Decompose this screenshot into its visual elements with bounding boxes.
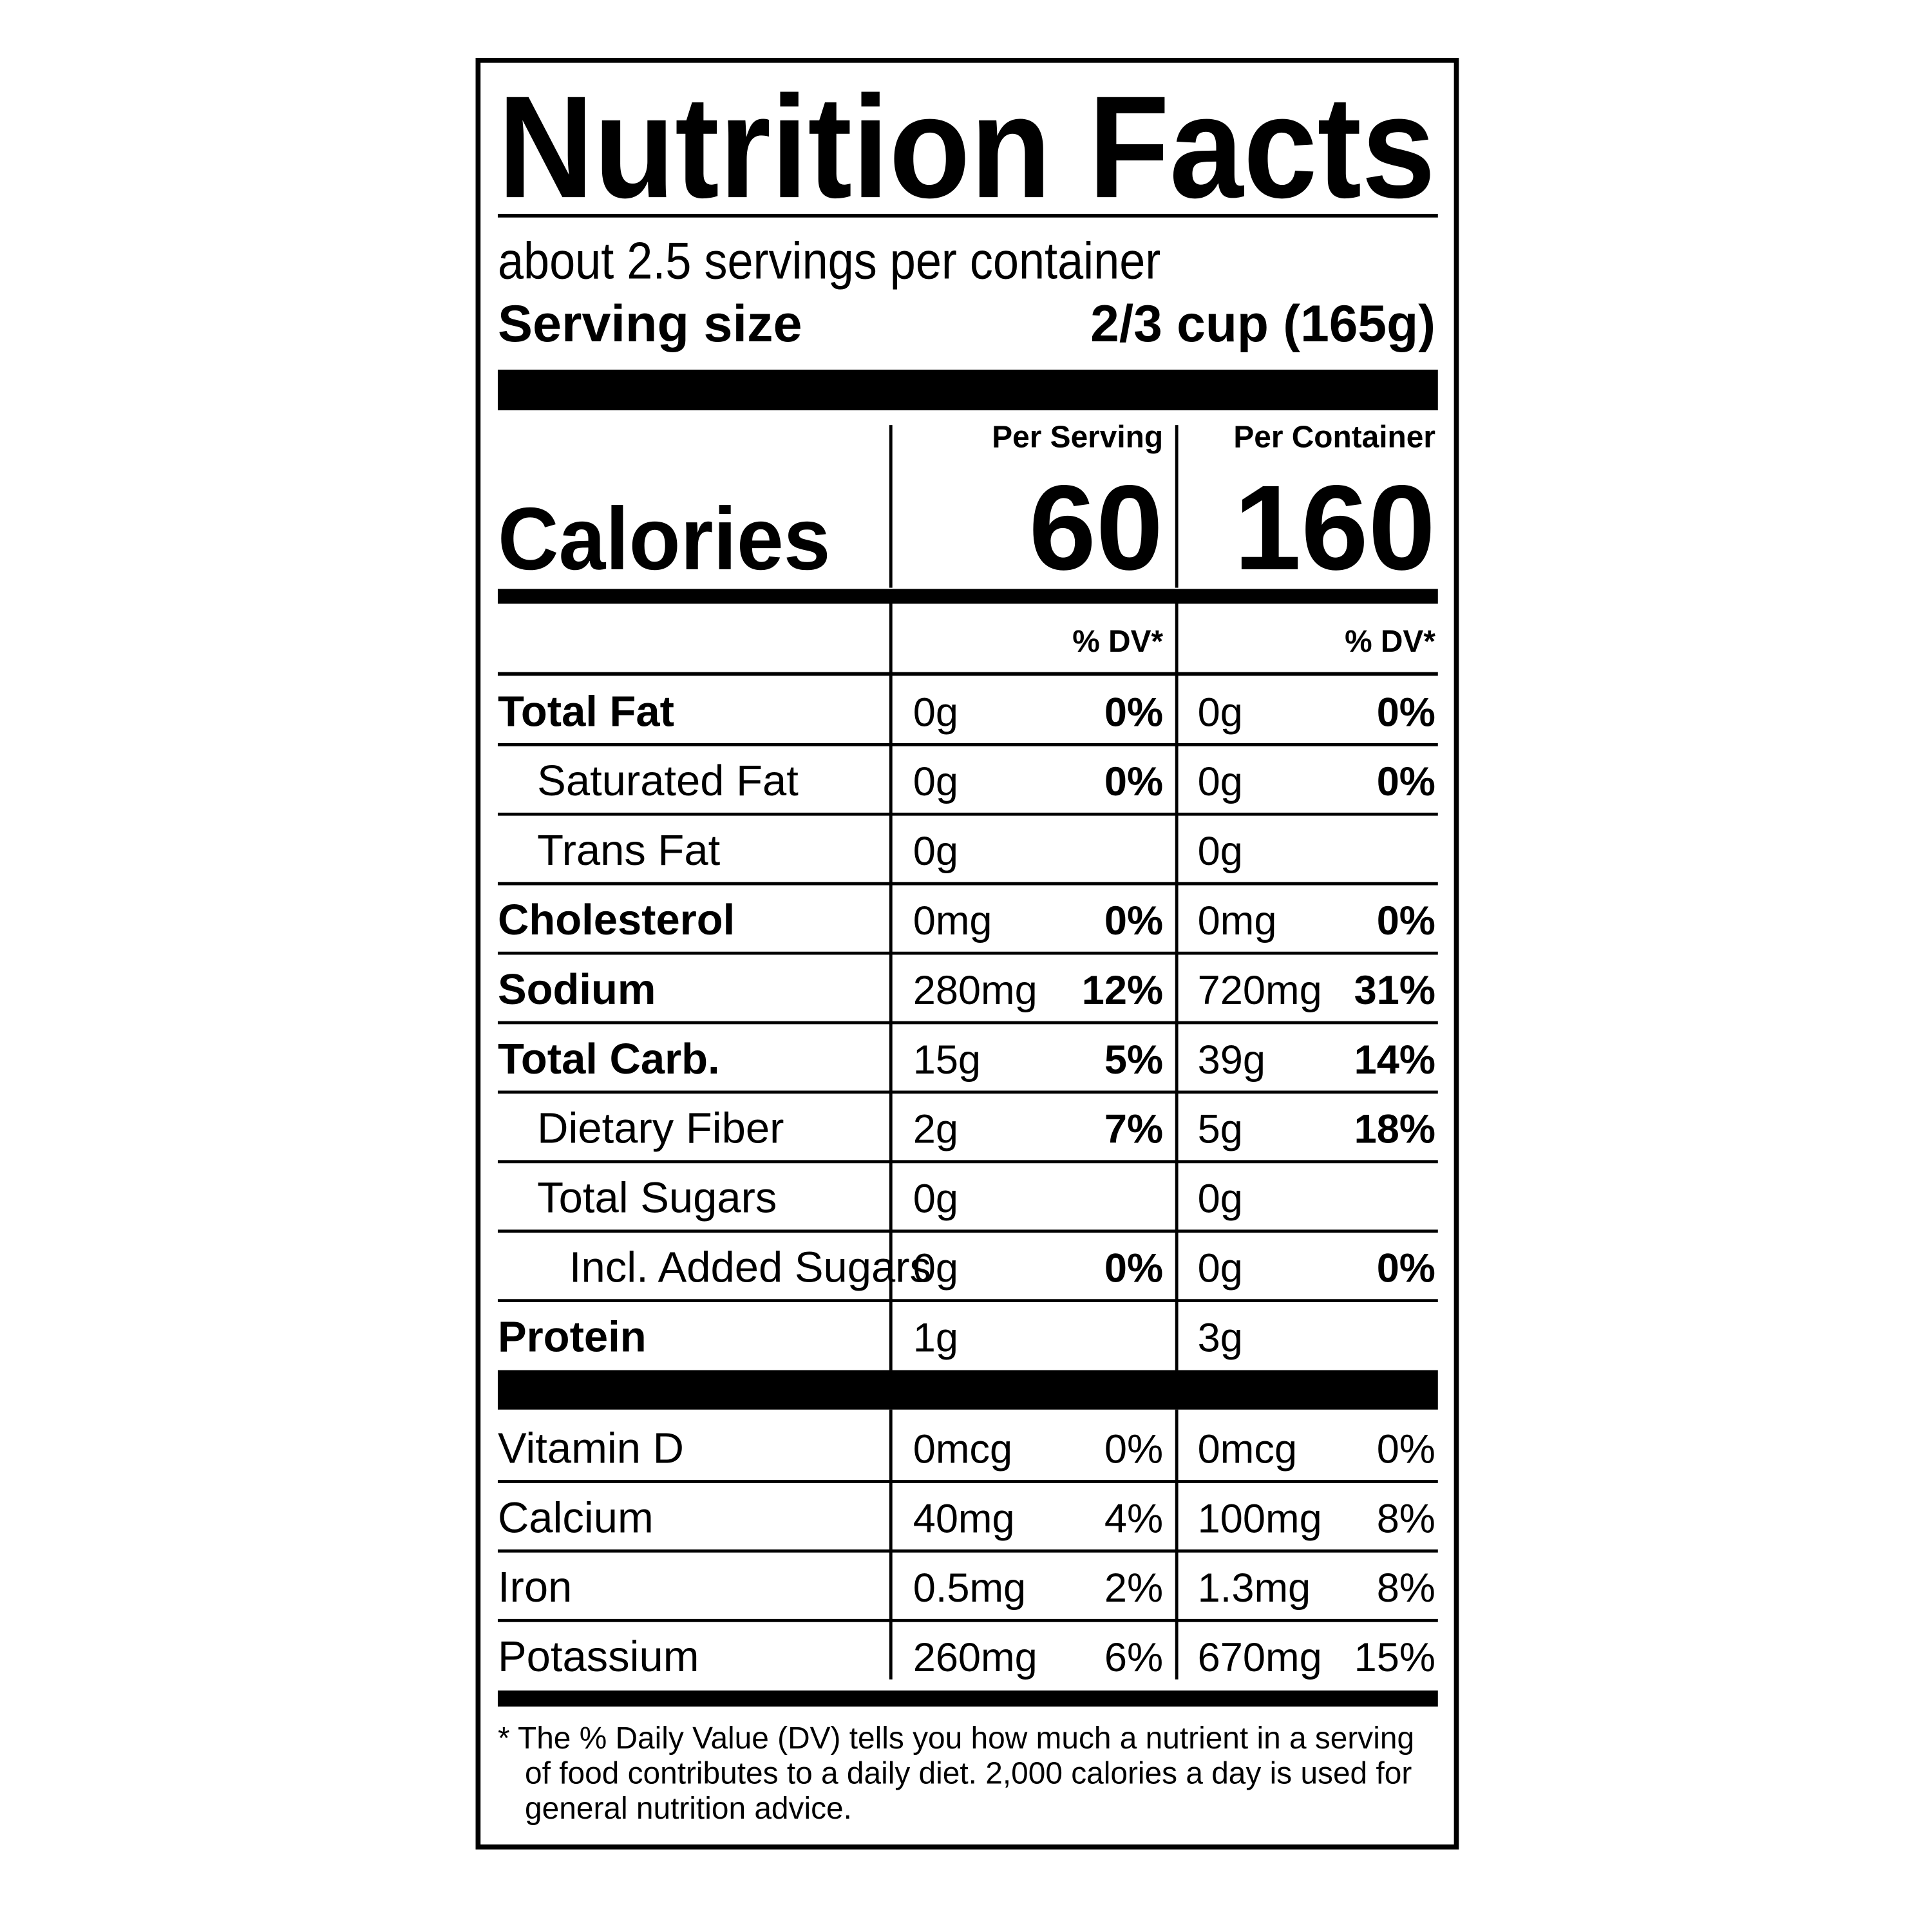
amount: 0g: [1198, 1177, 1243, 1222]
nutrient-label: Protein: [498, 1312, 647, 1361]
amount: 0g: [1198, 1246, 1243, 1291]
serving-size-label: Serving size: [498, 295, 802, 353]
calories-value: 60: [1029, 460, 1164, 595]
amount: 39g: [1198, 1037, 1265, 1083]
footnote: * The % Daily Value (DV) tells you how m…: [498, 1721, 1414, 1756]
amount: 15g: [913, 1037, 981, 1083]
nutrient-label: Iron: [498, 1563, 572, 1611]
daily-value: 5%: [1104, 1037, 1163, 1083]
nutrient-label: Vitamin D: [498, 1424, 684, 1472]
footnote: of food contributes to a daily diet. 2,0…: [525, 1756, 1412, 1790]
nutrient-label: Saturated Fat: [537, 757, 799, 805]
daily-value: 8%: [1377, 1496, 1435, 1541]
amount: 720mg: [1198, 968, 1322, 1013]
title: Nutrition Facts: [498, 66, 1435, 228]
amount: 280mg: [913, 968, 1037, 1013]
daily-value: 0%: [1104, 690, 1163, 735]
daily-value: 0%: [1377, 690, 1435, 735]
amount: 0g: [913, 759, 958, 804]
footnote: general nutrition advice.: [525, 1792, 852, 1826]
daily-value: 0%: [1104, 759, 1163, 804]
thick-bar: [497, 369, 1438, 411]
amount: 0mcg: [1198, 1426, 1297, 1472]
nutrient-label: Incl. Added Sugars: [569, 1244, 931, 1292]
daily-value: 2%: [1104, 1566, 1163, 1611]
amount: 260mg: [913, 1635, 1037, 1680]
column-header: Per Serving: [992, 421, 1163, 455]
amount: 0g: [913, 1177, 958, 1222]
nutrient-label: Total Fat: [498, 687, 674, 735]
amount: 0g: [913, 829, 958, 874]
label-border: [475, 57, 1459, 1850]
daily-value: 0%: [1104, 898, 1163, 943]
nutrient-label: Total Carb.: [498, 1035, 720, 1083]
amount: 0g: [1198, 759, 1243, 804]
daily-value: 8%: [1377, 1566, 1435, 1611]
amount: 0.5mg: [913, 1566, 1026, 1611]
servings: about 2.5 servings per container: [498, 232, 1160, 290]
amount: 0g: [1198, 829, 1243, 874]
dv-header: % DV*: [1345, 625, 1435, 659]
nutrient-label: Dietary Fiber: [537, 1104, 784, 1153]
amount: 0mcg: [913, 1426, 1012, 1472]
amount: 3g: [1198, 1315, 1243, 1360]
amount: 1.3mg: [1198, 1566, 1311, 1611]
daily-value: 0%: [1377, 898, 1435, 943]
amount: 0g: [1198, 690, 1243, 735]
amount: 100mg: [1198, 1496, 1322, 1541]
daily-value: 12%: [1082, 968, 1163, 1013]
daily-value: 0%: [1377, 1246, 1435, 1291]
nutrient-label: Potassium: [498, 1633, 699, 1681]
daily-value: 4%: [1104, 1496, 1163, 1541]
column-header: Per Container: [1233, 421, 1435, 455]
serving-size-value: 2/3 cup (165g): [1090, 295, 1435, 353]
amount: 2g: [913, 1107, 958, 1152]
daily-value: 18%: [1354, 1107, 1435, 1152]
daily-value: 0%: [1104, 1426, 1163, 1472]
amount: 40mg: [913, 1496, 1015, 1541]
amount: 670mg: [1198, 1635, 1322, 1680]
daily-value: 0%: [1377, 1426, 1435, 1472]
daily-value: 31%: [1354, 968, 1435, 1013]
daily-value: 7%: [1104, 1107, 1163, 1152]
amount: 0mg: [913, 898, 992, 943]
daily-value: 6%: [1104, 1635, 1163, 1680]
nutrient-label: Calcium: [498, 1493, 654, 1542]
dv-header: % DV*: [1072, 625, 1163, 659]
amount: 0mg: [1198, 898, 1277, 943]
medium-bar: [497, 1690, 1438, 1707]
daily-value: 15%: [1354, 1635, 1435, 1680]
medium-bar: [497, 589, 1438, 604]
calories-label: Calories: [498, 489, 831, 589]
daily-value: 0%: [1377, 759, 1435, 804]
daily-value: 0%: [1104, 1246, 1163, 1291]
nutrient-label: Total Sugars: [537, 1174, 777, 1222]
amount: 0g: [913, 690, 958, 735]
nutrient-label: Sodium: [498, 965, 656, 1014]
daily-value: 14%: [1354, 1037, 1435, 1083]
nutrient-label: Trans Fat: [537, 826, 720, 875]
amount: 0g: [913, 1246, 958, 1291]
nutrient-label: Cholesterol: [498, 896, 735, 944]
amount: 5g: [1198, 1107, 1243, 1152]
thick-bar: [497, 1370, 1438, 1410]
amount: 1g: [913, 1315, 958, 1360]
calories-value: 160: [1234, 460, 1435, 595]
